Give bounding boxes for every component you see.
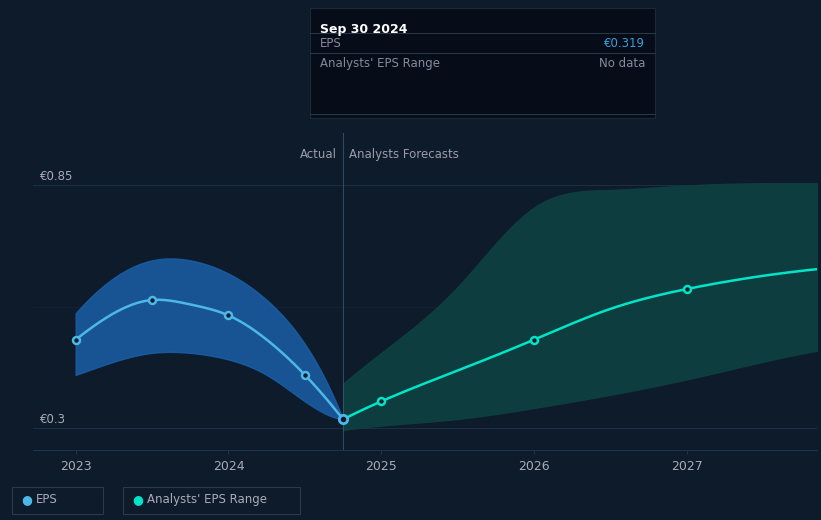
Text: Actual: Actual xyxy=(300,148,337,161)
Text: Sep 30 2024: Sep 30 2024 xyxy=(320,22,407,35)
Text: €0.3: €0.3 xyxy=(40,412,67,425)
Text: €0.319: €0.319 xyxy=(604,37,645,50)
Text: Analysts Forecasts: Analysts Forecasts xyxy=(349,148,459,161)
Text: EPS: EPS xyxy=(36,493,57,505)
Text: ●: ● xyxy=(132,493,143,505)
Text: €0.85: €0.85 xyxy=(40,170,74,183)
Text: Analysts' EPS Range: Analysts' EPS Range xyxy=(147,493,267,505)
Text: No data: No data xyxy=(599,57,645,70)
Text: EPS: EPS xyxy=(320,37,342,50)
Text: ●: ● xyxy=(21,493,32,505)
Text: Analysts' EPS Range: Analysts' EPS Range xyxy=(320,57,440,70)
